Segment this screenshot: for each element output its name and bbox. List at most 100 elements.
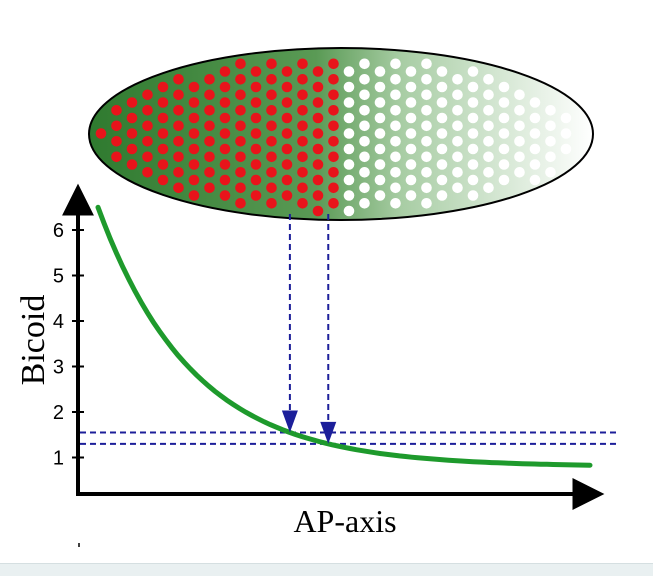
- nucleus-off: [359, 198, 370, 209]
- nucleus-off: [514, 120, 525, 132]
- nucleus-on: [204, 120, 215, 132]
- nucleus-on: [111, 151, 122, 163]
- nucleus-off: [529, 174, 541, 186]
- nucleus-off: [436, 174, 448, 186]
- nucleus-on: [328, 58, 339, 70]
- nucleus-off: [405, 81, 417, 93]
- nucleus-off: [359, 136, 370, 147]
- nucleus-on: [173, 120, 184, 132]
- nucleus-on: [281, 174, 293, 186]
- nucleus-on: [142, 105, 153, 116]
- bottom-band: [0, 563, 653, 576]
- nucleus-on: [235, 74, 246, 85]
- nucleus-off: [343, 81, 355, 93]
- nucleus-off: [405, 174, 417, 186]
- nucleus-off: [374, 66, 386, 77]
- nucleus-off: [467, 97, 479, 108]
- x-axis-label: AP-axis: [293, 503, 396, 539]
- nucleus-off: [483, 136, 494, 147]
- nucleus-off: [483, 167, 494, 178]
- nucleus-off: [483, 182, 494, 194]
- nucleus-on: [250, 66, 262, 77]
- nucleus-off: [421, 105, 432, 116]
- nucleus-off: [374, 97, 386, 108]
- embryo-outline: [88, 47, 594, 221]
- nucleus-on: [157, 174, 169, 186]
- nucleus-off: [452, 74, 463, 85]
- embryo-nuclei: [95, 58, 572, 217]
- nucleus-off: [374, 112, 386, 124]
- nucleus-on: [281, 159, 293, 170]
- nucleus-on: [142, 136, 153, 147]
- nucleus-on: [266, 136, 277, 147]
- embryo-body: [89, 48, 593, 220]
- nucleus-off: [498, 174, 510, 186]
- nucleus-on: [126, 97, 138, 108]
- nucleus-on: [328, 136, 339, 147]
- nucleus-on: [235, 89, 246, 101]
- y-tick-label: 3: [53, 357, 64, 379]
- nucleus-on: [142, 89, 153, 101]
- nucleus-off: [405, 128, 417, 139]
- nucleus-on: [219, 81, 231, 93]
- nucleus-on: [312, 97, 324, 108]
- nucleus-off: [405, 159, 417, 170]
- nucleus-off: [529, 97, 541, 108]
- nucleus-on: [188, 128, 200, 139]
- nucleus-off: [421, 89, 432, 101]
- nucleus-on: [173, 182, 184, 194]
- nucleus-on: [250, 112, 262, 124]
- nucleus-on: [312, 205, 324, 217]
- nucleus-off: [421, 151, 432, 163]
- nucleus-on: [328, 198, 339, 209]
- nucleus-off: [390, 151, 401, 163]
- nucleus-off: [374, 190, 386, 201]
- nucleus-off: [467, 190, 479, 201]
- nucleus-on: [281, 81, 293, 93]
- nucleus-off: [514, 167, 525, 178]
- nucleus-off: [405, 112, 417, 124]
- nucleus-off: [359, 105, 370, 116]
- nucleus-on: [188, 97, 200, 108]
- nucleus-off: [545, 151, 556, 163]
- nucleus-on: [297, 89, 308, 101]
- nucleus-off: [405, 190, 417, 201]
- nucleus-on: [142, 151, 153, 163]
- nucleus-on: [111, 105, 122, 116]
- embryo: [88, 47, 594, 221]
- nucleus-on: [250, 143, 262, 155]
- nucleus-off: [560, 128, 572, 139]
- nucleus-on: [250, 174, 262, 186]
- nucleus-off: [343, 97, 355, 108]
- nucleus-on: [204, 74, 215, 85]
- nucleus-off: [390, 182, 401, 194]
- nucleus-on: [266, 182, 277, 194]
- nucleus-off: [514, 136, 525, 147]
- nucleus-on: [111, 120, 122, 132]
- nucleus-off: [359, 89, 370, 101]
- nucleus-on: [297, 136, 308, 147]
- nucleus-on: [297, 74, 308, 85]
- nucleus-off: [421, 58, 432, 70]
- nucleus-on: [328, 105, 339, 116]
- nucleus-off: [467, 159, 479, 170]
- nucleus-on: [297, 120, 308, 132]
- nucleus-off: [545, 105, 556, 116]
- nucleus-on: [235, 58, 246, 70]
- threshold-lines: [80, 431, 620, 445]
- nucleus-off: [436, 81, 448, 93]
- y-tick-label: 6: [53, 220, 64, 242]
- y-ticks: 1 2 3 4 5 6: [53, 220, 84, 470]
- nucleus-on: [126, 128, 138, 139]
- nucleus-off: [343, 66, 355, 77]
- nucleus-on: [312, 128, 324, 139]
- nucleus-off: [359, 167, 370, 178]
- nucleus-off: [374, 174, 386, 186]
- nucleus-on: [188, 143, 200, 155]
- nucleus-off: [436, 159, 448, 170]
- nucleus-off: [436, 97, 448, 108]
- nucleus-on: [297, 182, 308, 194]
- nucleus-on: [111, 136, 122, 147]
- nucleus-off: [359, 182, 370, 194]
